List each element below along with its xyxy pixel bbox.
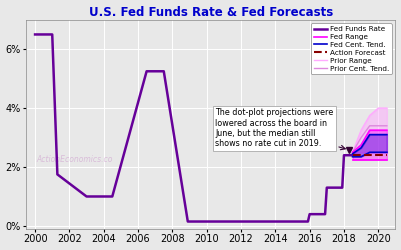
- Text: The dot-plot projections were
lowered across the board in
June, but the median s: The dot-plot projections were lowered ac…: [215, 108, 345, 150]
- Legend: Fed Funds Rate, Fed Range, Fed Cent. Tend., Action Forecast, Prior Range, Prior : Fed Funds Rate, Fed Range, Fed Cent. Ten…: [311, 23, 392, 74]
- Title: U.S. Fed Funds Rate & Fed Forecasts: U.S. Fed Funds Rate & Fed Forecasts: [89, 6, 333, 18]
- Text: ActionEconomics.co: ActionEconomics.co: [36, 155, 113, 164]
